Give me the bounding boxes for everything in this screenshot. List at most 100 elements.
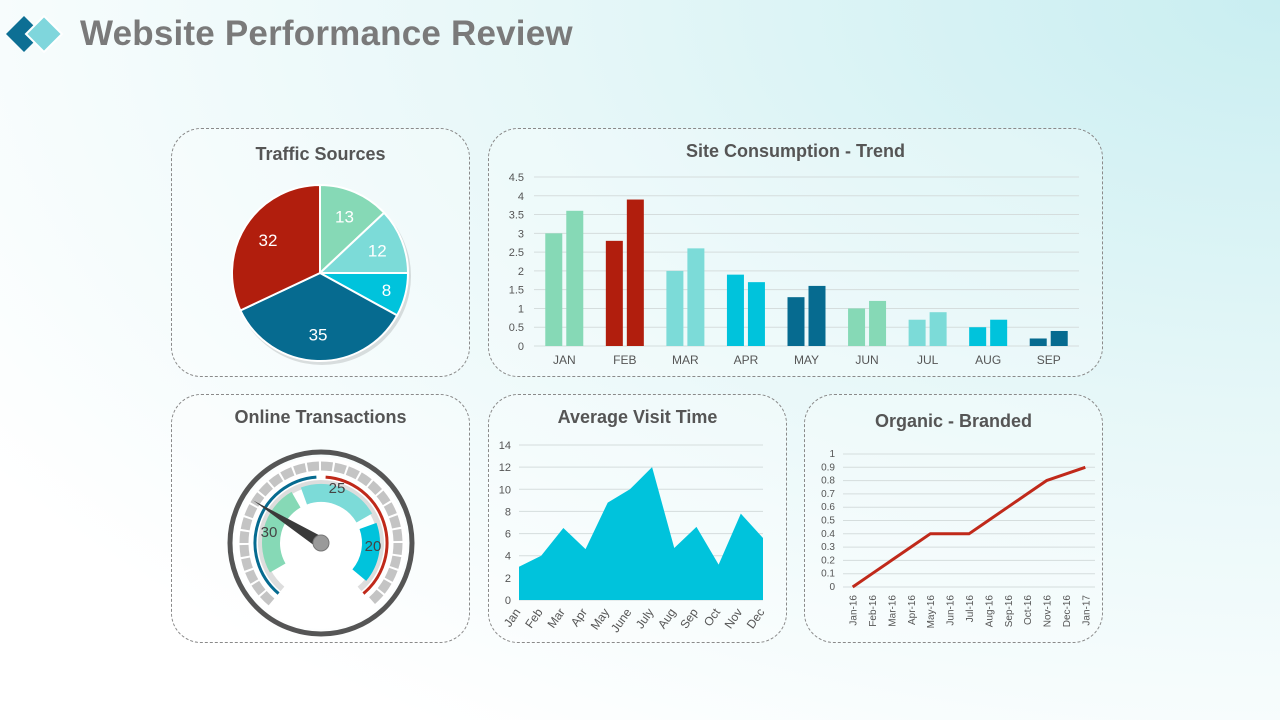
- bar-jan-1: [566, 210, 584, 346]
- bar-aug-1: [990, 319, 1008, 346]
- area-ytick-3: 6: [505, 529, 511, 541]
- bar-xlabel-0: JAN: [553, 353, 576, 367]
- gauge-segment-label-0: 30: [261, 524, 278, 541]
- pie-label-3: 35: [309, 326, 328, 345]
- line-ytick-7: 0.7: [821, 489, 835, 500]
- gauge-tick-9: [258, 481, 274, 497]
- gauge-tick-13: [306, 461, 320, 472]
- line-xlabel-0: Jan-16: [849, 595, 860, 626]
- bar-ytick-9: 4.5: [509, 172, 524, 184]
- line-ytick-0: 0: [829, 582, 835, 593]
- bar-xlabel-4: MAY: [794, 353, 819, 367]
- bar-jan-0: [545, 233, 563, 346]
- gauge-track: [258, 480, 384, 592]
- bar-jun-0: [848, 308, 866, 346]
- line-ytick-3: 0.3: [821, 542, 835, 553]
- area-xlabel-2: Mar: [544, 606, 567, 631]
- gauge-tick-11: [280, 467, 295, 481]
- traffic-sources-pie-chart: 13 12 8 35 32: [231, 183, 411, 365]
- bar-ytick-7: 3.5: [509, 210, 524, 222]
- bar-may-1: [808, 285, 826, 346]
- line-xlabel-10: Nov-16: [1043, 595, 1054, 628]
- line-xlabel-11: Dec-16: [1062, 595, 1073, 628]
- area-ytick-6: 12: [499, 462, 511, 474]
- line-xlabel-6: Jul-16: [965, 595, 976, 623]
- bar-ytick-4: 2: [518, 266, 524, 278]
- bar-apr-0: [726, 274, 744, 346]
- traffic-sources-panel: Traffic Sources 13 12 8 35 32: [171, 128, 470, 377]
- area-ytick-4: 8: [505, 506, 511, 518]
- gauge-segment-2: [352, 522, 380, 581]
- line-xlabel-1: Feb-16: [868, 595, 879, 627]
- bar-mar-1: [687, 248, 705, 346]
- line-ytick-10: 1: [829, 449, 835, 460]
- pie-slice-3: [239, 271, 399, 362]
- gauge-ring-red: [325, 475, 389, 595]
- line-xlabel-8: Sep-16: [1004, 595, 1015, 628]
- gauge-tick-27: [368, 589, 384, 605]
- bar-may-0: [787, 297, 805, 346]
- online-transactions-panel: Online Transactions 30 25 20: [171, 394, 470, 643]
- gauge-tick-8: [250, 492, 265, 507]
- gauge-tick-26: [377, 579, 392, 594]
- area-xlabel-1: Feb: [522, 605, 546, 630]
- pie-slice-4: [231, 183, 321, 312]
- gauge-tick-2: [245, 569, 259, 584]
- gauge-tick-20: [383, 502, 397, 517]
- area-xlabel-9: Oct: [701, 605, 724, 629]
- line-ytick-1: 0.1: [821, 569, 835, 580]
- pie-slice-0: [319, 183, 386, 276]
- gauge-tick-3: [241, 557, 253, 571]
- bar-ytick-3: 1.5: [509, 285, 524, 297]
- line-ytick-6: 0.6: [821, 502, 835, 513]
- organic-branded-panel: Organic - Branded 0 0.1 0.2 0.3 0.4 0.5 0.6 0.7…: [804, 394, 1103, 643]
- bar-ytick-8: 4: [518, 191, 524, 203]
- bar-ytick-1: 0.5: [509, 322, 524, 334]
- line-xlabel-3: Apr-16: [907, 595, 918, 625]
- gauge-hub: [312, 534, 330, 552]
- bar-feb-1: [626, 199, 644, 346]
- page-title: Website Performance Review: [80, 14, 573, 53]
- gauge-tick-25: [384, 567, 398, 582]
- gauge-tick-17: [357, 472, 372, 487]
- pie-label-2: 8: [382, 281, 391, 300]
- bar-jul-1: [929, 312, 947, 346]
- line-ytick-8: 0.8: [821, 476, 835, 487]
- area-xlabel-7: Aug: [655, 606, 679, 632]
- gauge-tick-1: [251, 580, 266, 596]
- bar-sep-0: [1029, 338, 1047, 346]
- pie-label-4: 32: [259, 231, 278, 250]
- gauge-outer-ring: [227, 449, 415, 637]
- logo-diamond-icon: [6, 14, 64, 54]
- bar-xlabel-2: MAR: [672, 353, 699, 367]
- gauge-tick-0: [259, 590, 275, 606]
- bar-xlabel-8: SEP: [1037, 353, 1061, 367]
- area-xlabel-5: June: [608, 605, 635, 635]
- gauge-tick-18: [367, 480, 383, 496]
- gauge-tick-15: [333, 462, 347, 475]
- gauge-tick-23: [392, 542, 403, 556]
- area-xlabel-8: Sep: [677, 605, 701, 631]
- bar-xlabel-6: JUL: [917, 353, 939, 367]
- bar-feb-0: [605, 240, 623, 346]
- area-ytick-2: 4: [505, 551, 511, 563]
- line-ytick-4: 0.4: [821, 529, 835, 540]
- bar-ytick-6: 3: [518, 228, 524, 240]
- area-xlabel-10: Nov: [722, 606, 746, 632]
- area-ytick-7: 14: [499, 440, 511, 452]
- gauge-tick-4: [239, 544, 250, 558]
- gauge-tick-21: [389, 515, 401, 529]
- gauge-tick-6: [240, 517, 253, 531]
- bar-mar-0: [666, 270, 684, 346]
- bar-ytick-2: 1: [518, 303, 524, 315]
- bar-xlabel-3: APR: [734, 353, 759, 367]
- site-consumption-title: Site Consumption - Trend: [686, 141, 905, 161]
- area-xlabel-3: Apr: [568, 606, 590, 629]
- line-ytick-2: 0.2: [821, 555, 835, 566]
- area-ytick-0: 0: [505, 595, 511, 607]
- site-consumption-bar-chart: 0 0.5 1 1.5 2 2.5 3 3.5 4 4.5 JAN FEB MAR APR MAY JUN JU…: [509, 172, 1079, 367]
- gauge-tick-10: [268, 473, 284, 488]
- gauge-tick-5: [239, 530, 250, 544]
- pie-label-0: 13: [335, 207, 354, 226]
- gauge-tick-7: [244, 504, 258, 519]
